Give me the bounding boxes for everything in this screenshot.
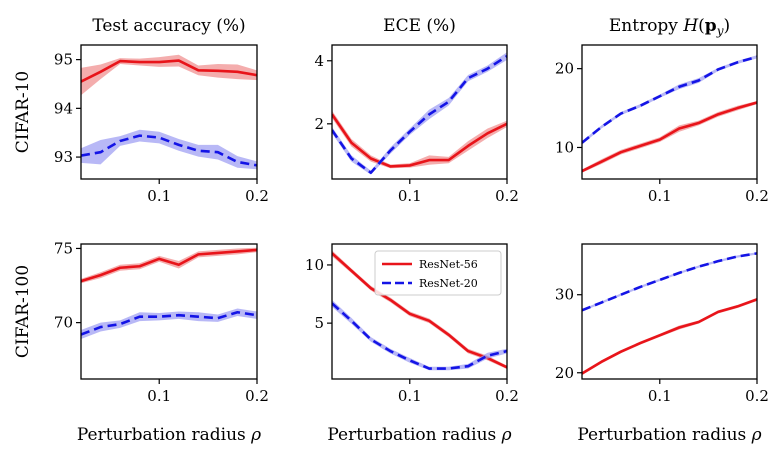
legend: ResNet-56 ResNet-20 (374, 250, 502, 296)
legend-label-resnet20: ResNet-20 (419, 277, 478, 290)
line-resnet56 (582, 101, 757, 173)
band-resnet56 (332, 110, 507, 169)
y-tick-label: 2 (314, 115, 324, 133)
subplot-c100-acc: 70 75 0.1 0.2 CIFAR-100 Perturbation radius ρ (13, 239, 269, 445)
subplot-title: Entropy H(py) (609, 16, 730, 38)
plot-area (332, 52, 507, 175)
y-tick-label: 4 (314, 52, 324, 70)
axes-frame (581, 243, 758, 380)
y-tick-label: 20 (555, 60, 574, 78)
plot-area (582, 55, 757, 173)
x-tick-label: 0.2 (745, 187, 769, 205)
line-resnet56 (582, 298, 757, 375)
y-tick-label: 93 (54, 148, 73, 166)
x-axis-label: Perturbation radius ρ (77, 425, 261, 445)
band-resnet56 (81, 54, 257, 96)
band-resnet20 (81, 308, 257, 339)
x-tick-label: 0.1 (648, 387, 672, 405)
axes-frame (331, 243, 508, 380)
line-resnet56 (332, 252, 507, 369)
plot-area (81, 247, 257, 339)
axes-frame (331, 44, 508, 180)
y-tick-label: 30 (555, 286, 574, 304)
line-resnet20 (332, 302, 507, 370)
x-tick-label: 0.2 (245, 187, 269, 205)
plot-area (582, 252, 757, 376)
x-tick-label: 0.1 (147, 387, 171, 405)
line-resnet20 (81, 310, 257, 336)
y-tick-label: 10 (305, 256, 324, 274)
subplot-c10-ent: 10 20 0.1 0.2 Entropy H(py) (555, 16, 769, 205)
subplot-title: ECE (%) (383, 16, 456, 36)
axes-frame (80, 243, 258, 380)
plot-area (81, 54, 257, 170)
axes-frame (581, 44, 758, 180)
subplots-layer: 93 94 95 0.1 0.2 Test accuracy (%) CIFAR-10 2 4 0… (13, 16, 769, 445)
band-resnet20 (582, 252, 757, 312)
line-resnet20 (332, 54, 507, 174)
band-resnet20 (81, 129, 257, 170)
y-tick-label: 20 (555, 364, 574, 382)
x-tick-label: 0.2 (495, 187, 519, 205)
x-tick-label: 0.1 (147, 187, 171, 205)
y-tick-label: 70 (54, 314, 73, 332)
x-tick-label: 0.2 (245, 387, 269, 405)
y-tick-label: 95 (54, 51, 73, 69)
line-resnet20 (582, 55, 757, 144)
x-tick-label: 0.1 (648, 187, 672, 205)
band-resnet56 (582, 100, 757, 173)
line-resnet20 (582, 252, 757, 312)
line-resnet56 (81, 59, 257, 83)
y-tick-label: 5 (314, 314, 324, 332)
line-resnet20 (81, 134, 257, 167)
axes-frame (80, 44, 258, 180)
legend-box (374, 250, 502, 296)
x-axis-label: Perturbation radius ρ (327, 425, 511, 445)
y-tick-label: 10 (555, 138, 574, 156)
x-tick-label: 0.1 (398, 187, 422, 205)
subplot-title: Test accuracy (%) (92, 16, 245, 36)
line-resnet56 (332, 113, 507, 168)
x-tick-label: 0.2 (745, 387, 769, 405)
y-tick-label: 94 (54, 99, 73, 117)
band-resnet20 (332, 52, 507, 175)
x-tick-label: 0.2 (495, 387, 519, 405)
x-axis-label: Perturbation radius ρ (577, 425, 761, 445)
subplot-c100-ent: 20 30 0.1 0.2 Perturbation radius ρ (555, 243, 769, 445)
subplot-c10-acc: 93 94 95 0.1 0.2 Test accuracy (%) CIFAR-10 (13, 16, 269, 205)
x-tick-label: 0.1 (398, 387, 422, 405)
plot-area (332, 250, 507, 371)
legend-label-resnet56: ResNet-56 (419, 258, 478, 271)
subplot-c10-ece: 2 4 0.1 0.2 ECE (%) (314, 16, 518, 205)
line-resnet56 (81, 248, 257, 283)
band-resnet20 (582, 55, 757, 145)
row-label: CIFAR-100 (13, 265, 33, 358)
y-tick-label: 75 (54, 239, 73, 257)
row-label: CIFAR-10 (13, 71, 33, 154)
